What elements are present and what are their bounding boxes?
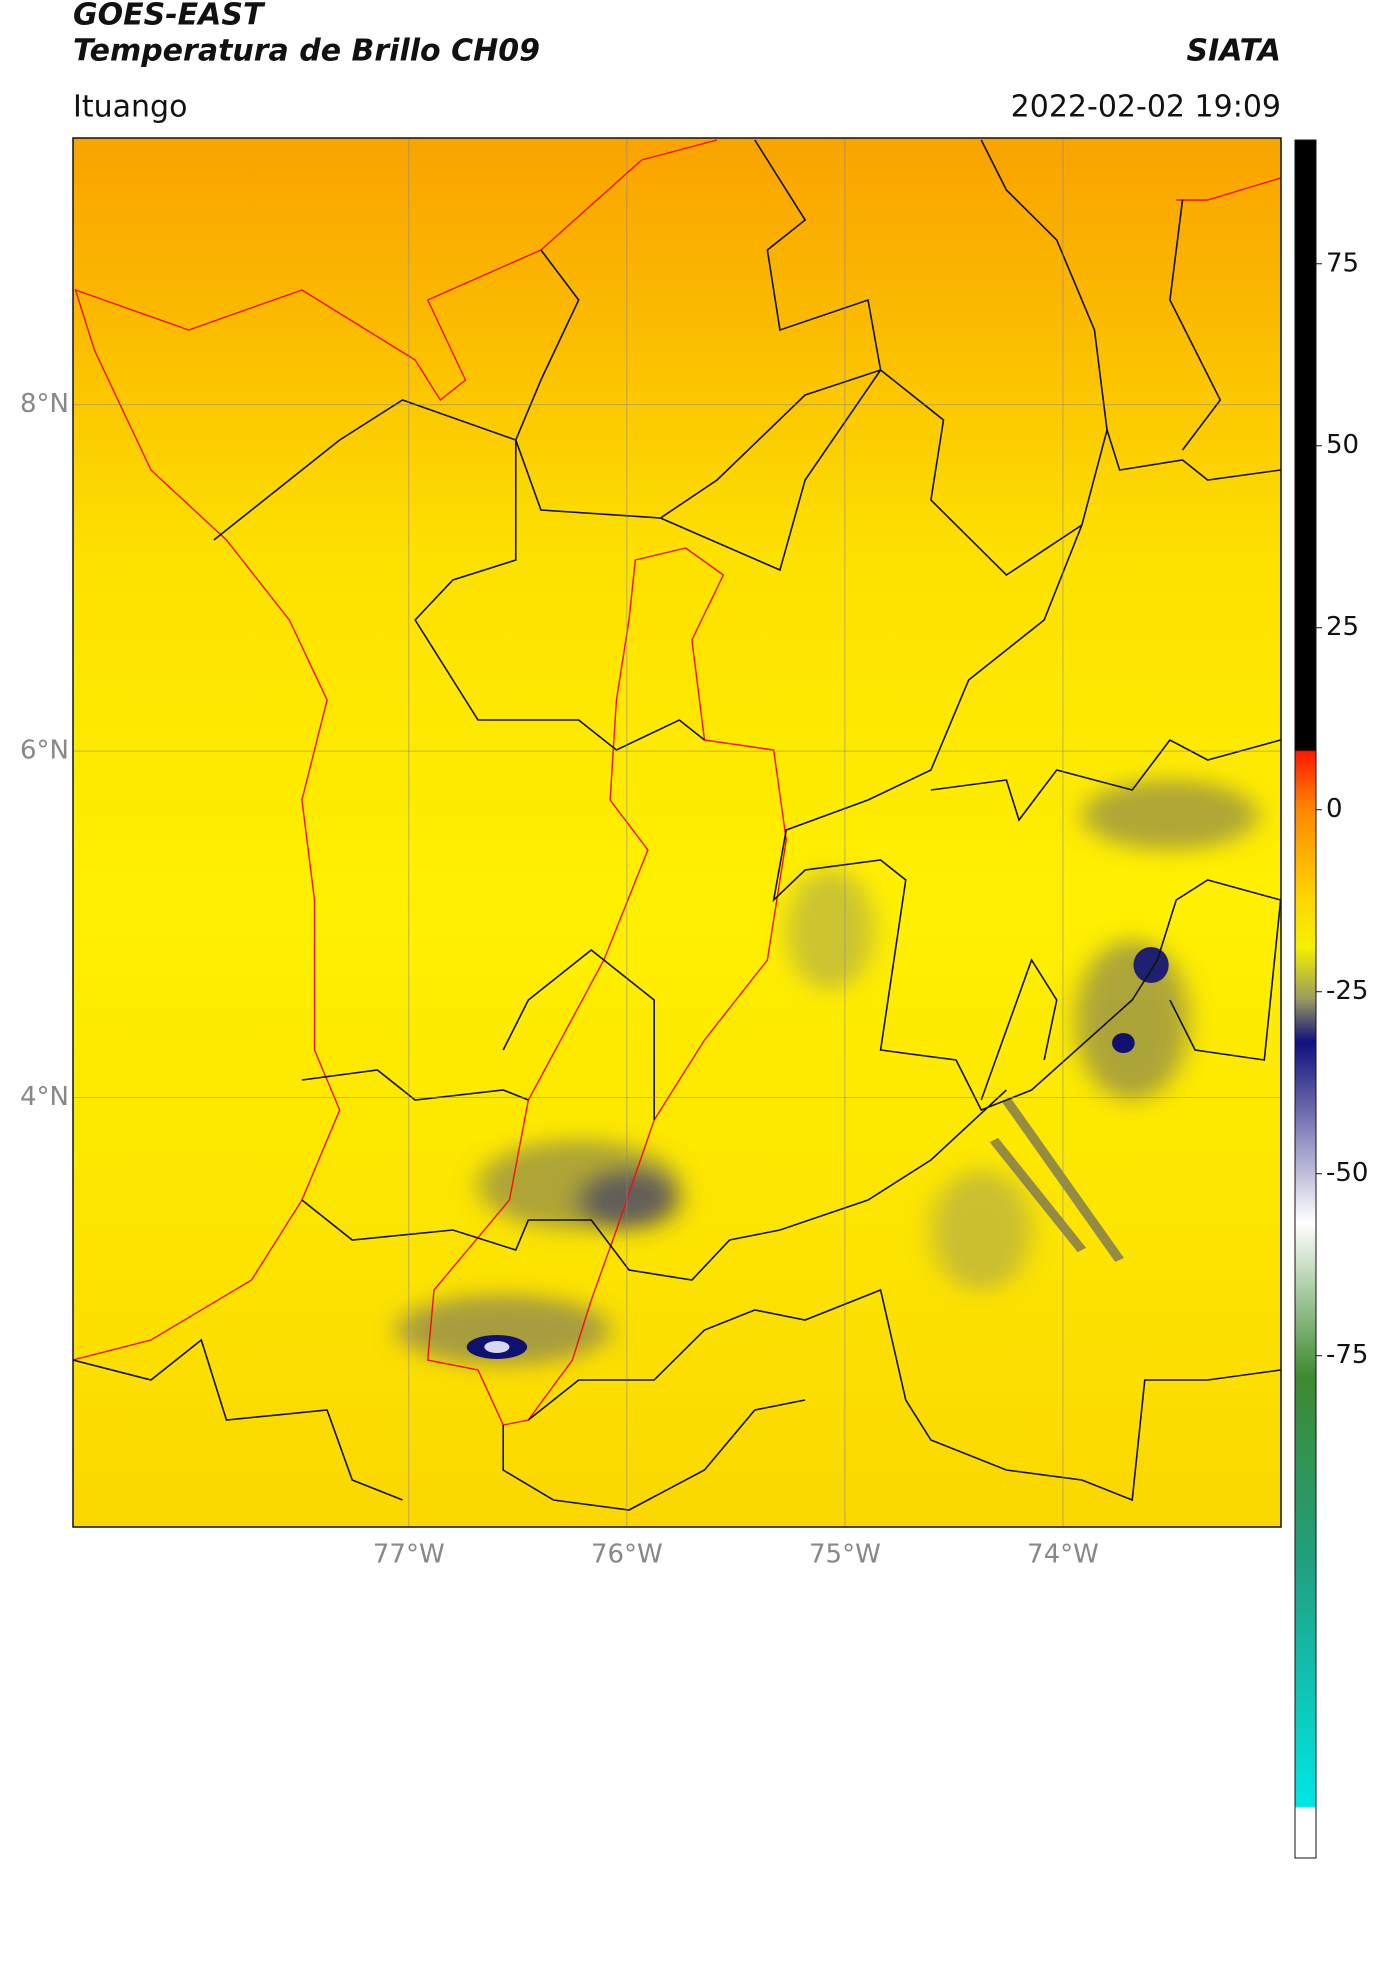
x-tick-label: 76°W [591, 1540, 663, 1570]
map-frame [72, 137, 1282, 1528]
basin [428, 548, 787, 1425]
cloud-core [484, 1341, 510, 1353]
map-features [73, 140, 1281, 1510]
clouds [396, 780, 1258, 1365]
datetime: 2022-02-02 19:09 [1011, 90, 1281, 125]
colorbar-tick-label: 50 [1326, 430, 1359, 460]
x-tick-label: 75°W [809, 1540, 881, 1570]
subtitle: Temperatura de Brillo CH09 [73, 34, 540, 69]
title: GOES-EAST [73, 0, 266, 33]
graticule [73, 138, 1281, 1527]
coastline [1176, 178, 1280, 200]
y-tick-label: 8°N [20, 389, 69, 419]
map-background [73, 138, 1281, 1527]
boundaries [73, 140, 1281, 1510]
colorbar-tick-label: -25 [1326, 976, 1368, 1006]
colorbar-tick-label: -75 [1326, 1340, 1368, 1370]
cloud-core [1133, 947, 1169, 983]
colorbar-tick-label: 75 [1326, 248, 1359, 278]
map [73, 138, 1281, 1527]
colorbar [1294, 139, 1317, 1859]
colorbar-tick-label: -50 [1326, 1158, 1368, 1188]
y-tick-label: 6°N [20, 736, 69, 766]
source: SIATA [1187, 34, 1281, 69]
location: Ituango [73, 90, 187, 125]
x-tick-label: 77°W [373, 1540, 445, 1570]
coastline [73, 140, 717, 1360]
colorbar-tick-label: 0 [1326, 794, 1343, 824]
y-tick-label: 4°N [20, 1082, 69, 1112]
colorbar-tick-label: 25 [1326, 612, 1359, 642]
x-tick-label: 74°W [1027, 1540, 1099, 1570]
cloud-core [1112, 1033, 1135, 1053]
